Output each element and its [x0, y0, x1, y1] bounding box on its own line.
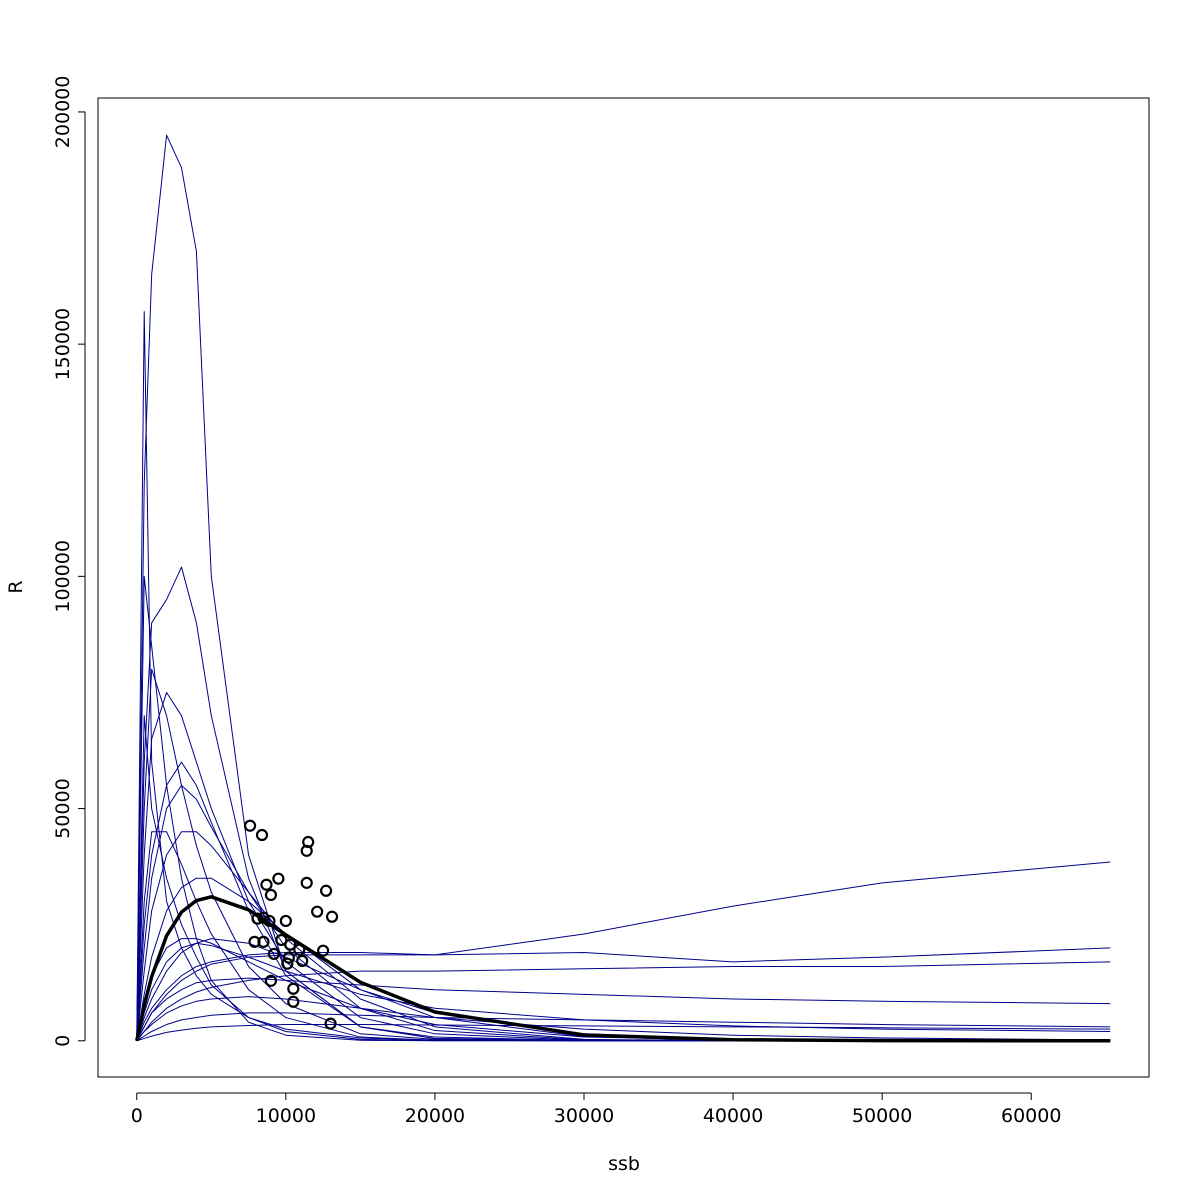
observation-point — [324, 1017, 337, 1030]
curve — [136, 961, 1111, 1042]
observation-point — [257, 911, 270, 924]
x-tick-label: 40000 — [703, 1105, 763, 1127]
y-tick-label: 0 — [52, 1035, 74, 1047]
observation-point — [243, 819, 257, 832]
x-tick-label: 20000 — [405, 1105, 465, 1127]
observation-point — [287, 995, 300, 1008]
observation-point — [264, 974, 278, 987]
y-tick-label: 50000 — [52, 778, 74, 838]
curve — [136, 134, 1111, 1042]
curve — [136, 1012, 1111, 1042]
curve — [136, 691, 1111, 1042]
curve — [136, 877, 1111, 1042]
observation-point — [260, 878, 273, 891]
x-tick-label: 30000 — [554, 1105, 614, 1127]
observation-point — [293, 943, 306, 956]
observation-point — [287, 982, 300, 995]
x-tick-label: 0 — [131, 1105, 143, 1127]
x-axis-label: ssb — [608, 1153, 640, 1175]
observation-point — [317, 944, 330, 957]
curve — [136, 668, 1111, 1042]
observation-point — [300, 876, 313, 889]
plot-box — [97, 97, 1150, 1078]
y-tick-label: 100000 — [52, 540, 74, 613]
curve — [136, 831, 1111, 1042]
observation-point — [311, 905, 324, 918]
x-tick-label: 60000 — [1001, 1105, 1061, 1127]
observation-point — [281, 957, 294, 970]
observation-point — [255, 828, 269, 842]
observation-point — [284, 938, 297, 951]
y-tick-label: 200000 — [52, 76, 74, 149]
observation-point — [263, 914, 276, 928]
observation-point — [267, 947, 281, 961]
observation-point — [325, 910, 339, 923]
curve — [136, 942, 1111, 1041]
observation-point — [264, 888, 278, 902]
curve — [135, 895, 1111, 1043]
observation-point — [279, 914, 292, 928]
x-tick-label: 50000 — [852, 1105, 912, 1127]
x-tick-label: 10000 — [256, 1105, 316, 1127]
y-tick-label: 150000 — [52, 308, 74, 381]
y-axis-label: R — [5, 580, 27, 593]
observation-point — [319, 884, 333, 897]
observation-point — [257, 935, 270, 948]
observation-point — [272, 872, 285, 885]
curve — [136, 996, 1111, 1042]
curve — [136, 861, 1111, 1042]
observation-point — [282, 951, 295, 964]
observation-point — [251, 912, 264, 925]
observation-point — [300, 844, 313, 857]
curve — [136, 977, 1111, 1042]
observation-point — [296, 954, 309, 967]
curve — [136, 1024, 1111, 1042]
curve — [136, 947, 1111, 1041]
